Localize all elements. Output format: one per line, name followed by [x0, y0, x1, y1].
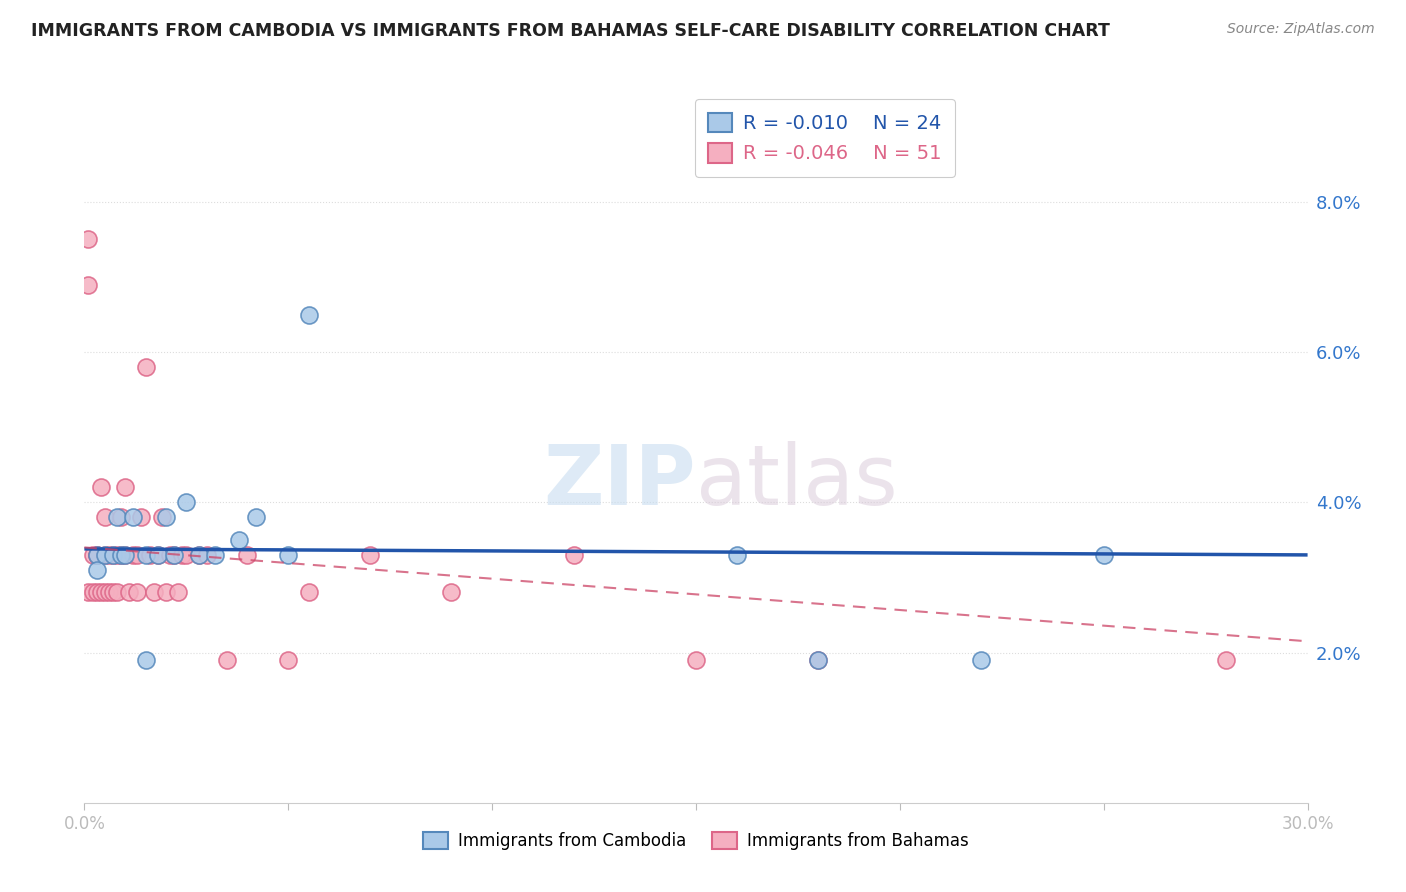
Point [110, 548, 132, 562]
Point [807, 653, 830, 667]
Point [93, 510, 115, 524]
Point [82, 585, 104, 599]
Point [172, 548, 194, 562]
Point [150, 510, 173, 524]
Point [807, 653, 830, 667]
Point [118, 585, 141, 599]
Text: atlas: atlas [696, 442, 897, 522]
Point [359, 548, 381, 562]
Point [725, 548, 748, 562]
Point [105, 510, 128, 524]
Point [77, 277, 100, 292]
Point [298, 585, 321, 599]
Point [135, 548, 157, 562]
Text: IMMIGRANTS FROM CAMBODIA VS IMMIGRANTS FROM BAHAMAS SELF-CARE DISABILITY CORRELA: IMMIGRANTS FROM CAMBODIA VS IMMIGRANTS F… [31, 22, 1109, 40]
Point [155, 510, 177, 524]
Legend: Immigrants from Cambodia, Immigrants from Bahamas: Immigrants from Cambodia, Immigrants fro… [415, 824, 977, 859]
Point [135, 360, 157, 375]
Point [86, 548, 108, 562]
Point [93, 548, 115, 562]
Point [142, 585, 165, 599]
Point [90, 585, 112, 599]
Point [114, 548, 136, 562]
Point [167, 585, 190, 599]
Point [122, 548, 145, 562]
Point [135, 653, 157, 667]
Point [195, 548, 218, 562]
Point [101, 548, 124, 562]
Point [228, 533, 250, 547]
Point [114, 548, 136, 562]
Point [204, 548, 226, 562]
Point [236, 548, 259, 562]
Point [277, 653, 299, 667]
Point [97, 548, 120, 562]
Point [105, 585, 128, 599]
Point [90, 480, 112, 494]
Point [93, 548, 115, 562]
Point [138, 548, 160, 562]
Point [1215, 653, 1237, 667]
Point [174, 548, 197, 562]
Point [86, 548, 108, 562]
Point [101, 585, 124, 599]
Point [187, 548, 209, 562]
Point [122, 510, 145, 524]
Point [110, 548, 132, 562]
Point [101, 548, 124, 562]
Point [685, 653, 707, 667]
Point [159, 548, 181, 562]
Point [187, 548, 209, 562]
Point [440, 585, 463, 599]
Point [146, 548, 169, 562]
Point [86, 563, 108, 577]
Point [110, 510, 132, 524]
Point [146, 548, 169, 562]
Point [131, 510, 153, 524]
Point [245, 510, 267, 524]
Point [97, 585, 120, 599]
Point [562, 548, 585, 562]
Point [163, 548, 186, 562]
Text: Source: ZipAtlas.com: Source: ZipAtlas.com [1227, 22, 1375, 37]
Point [970, 653, 993, 667]
Point [1092, 548, 1115, 562]
Point [277, 548, 299, 562]
Point [127, 585, 149, 599]
Point [93, 585, 115, 599]
Point [82, 548, 104, 562]
Point [86, 585, 108, 599]
Point [77, 232, 100, 246]
Point [114, 480, 136, 494]
Point [155, 585, 177, 599]
Point [163, 548, 186, 562]
Text: ZIP: ZIP [544, 442, 696, 522]
Point [105, 548, 128, 562]
Point [77, 585, 100, 599]
Point [127, 548, 149, 562]
Point [86, 548, 108, 562]
Point [217, 653, 239, 667]
Point [298, 308, 321, 322]
Point [174, 495, 197, 509]
